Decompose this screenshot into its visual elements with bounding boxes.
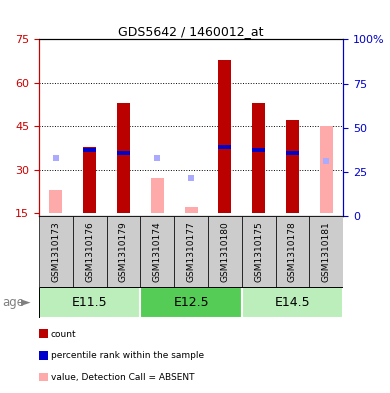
Bar [276, 216, 309, 287]
Bar [320, 126, 333, 213]
Text: GSM1310176: GSM1310176 [85, 221, 94, 282]
Bar [140, 216, 174, 287]
Bar [174, 216, 208, 287]
Text: GSM1310173: GSM1310173 [51, 221, 60, 282]
Bar [83, 148, 96, 152]
Bar [252, 148, 265, 152]
Bar [83, 147, 96, 213]
Text: GSM1310174: GSM1310174 [153, 221, 162, 282]
Bar [50, 190, 62, 213]
Text: GSM1310179: GSM1310179 [119, 221, 128, 282]
Text: E11.5: E11.5 [72, 296, 108, 309]
Bar [151, 178, 164, 213]
Text: E14.5: E14.5 [275, 296, 310, 309]
Text: GSM1310175: GSM1310175 [254, 221, 263, 282]
Text: count: count [51, 330, 76, 338]
Bar [242, 287, 343, 318]
Bar [252, 103, 265, 213]
Text: GSM1310177: GSM1310177 [186, 221, 196, 282]
Bar [106, 216, 140, 287]
Bar [242, 216, 276, 287]
Text: ►: ► [21, 296, 31, 309]
Bar [286, 151, 299, 155]
Bar [208, 216, 242, 287]
Text: GSM1310181: GSM1310181 [322, 221, 331, 282]
Text: age: age [2, 296, 24, 309]
Bar [39, 287, 140, 318]
Bar [73, 216, 106, 287]
Bar [286, 121, 299, 213]
Text: value, Detection Call = ABSENT: value, Detection Call = ABSENT [51, 373, 194, 382]
Text: GSM1310180: GSM1310180 [220, 221, 229, 282]
Text: percentile rank within the sample: percentile rank within the sample [51, 351, 204, 360]
Text: E12.5: E12.5 [173, 296, 209, 309]
Text: GSM1310178: GSM1310178 [288, 221, 297, 282]
Bar [117, 103, 130, 213]
Bar [117, 151, 130, 155]
Title: GDS5642 / 1460012_at: GDS5642 / 1460012_at [118, 25, 264, 38]
Bar [218, 145, 231, 149]
Bar [140, 287, 242, 318]
Bar [218, 60, 231, 213]
Bar [185, 208, 197, 213]
Bar [309, 216, 343, 287]
Bar [39, 216, 73, 287]
